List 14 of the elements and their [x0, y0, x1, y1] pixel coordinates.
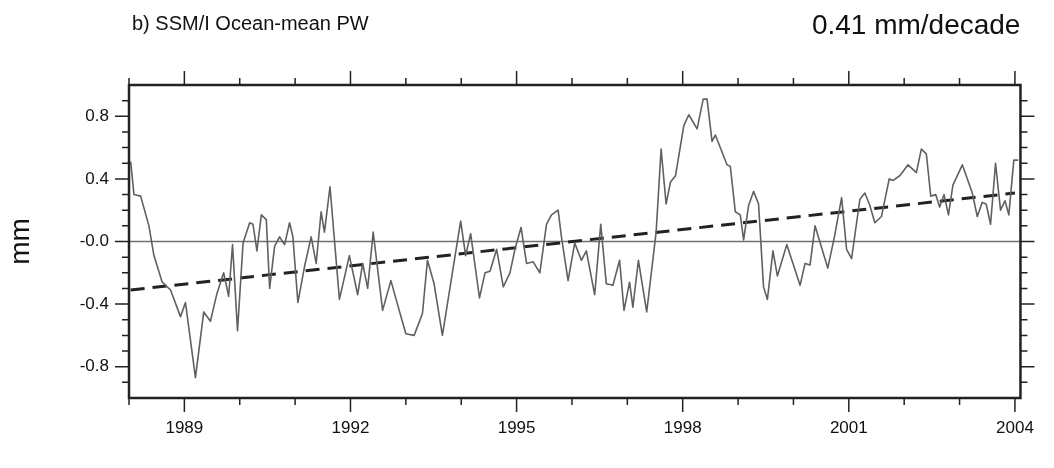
text: 0.41 mm/decade	[811, 9, 1021, 40]
chart-title: b) SSM/I Ocean-mean PW	[132, 12, 369, 34]
x-tick-label: 1989	[165, 417, 204, 437]
y-axis-title: mm	[3, 218, 35, 265]
y-tick-label: 0.4	[85, 168, 109, 188]
y-tick-label: 0.8	[85, 105, 109, 125]
y-tick-label: -0.0	[79, 231, 109, 251]
y-tick-label: -0.8	[79, 356, 109, 376]
x-tick-label: 2001	[829, 417, 868, 437]
x-tick-label: 2004	[996, 417, 1034, 437]
y-tick-label: -0.4	[79, 293, 109, 313]
x-tick-label: 1995	[497, 417, 536, 437]
x-tick-label: 1998	[663, 417, 702, 437]
x-tick-label: 1992	[331, 417, 370, 437]
